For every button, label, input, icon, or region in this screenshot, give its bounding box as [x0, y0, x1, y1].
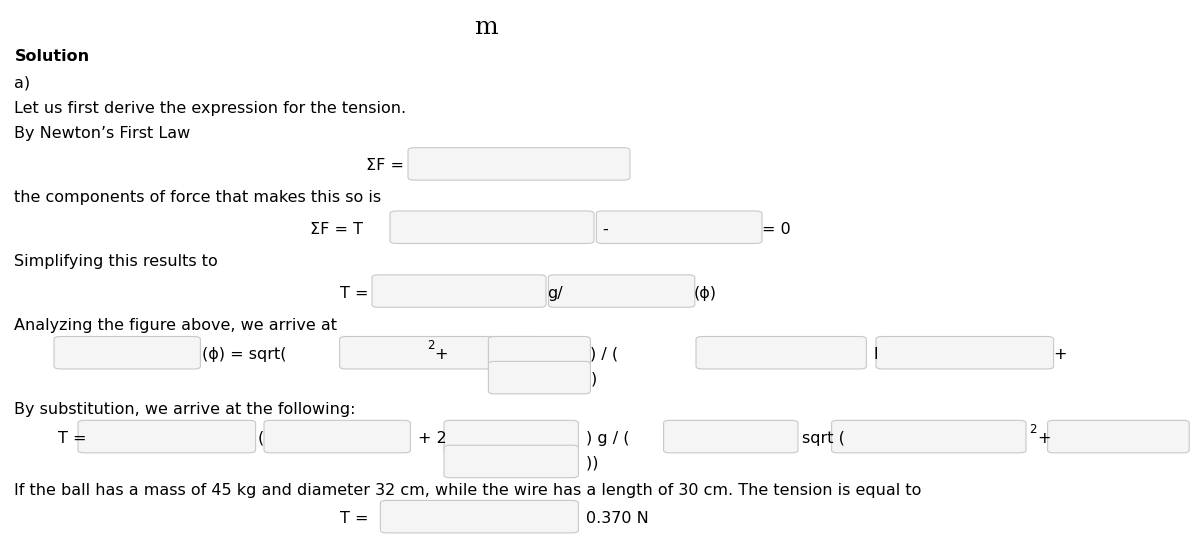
Text: Solution: Solution — [14, 49, 90, 64]
Text: ): ) — [590, 371, 596, 386]
Text: +: + — [1037, 431, 1050, 446]
FancyBboxPatch shape — [596, 211, 762, 243]
Text: 0.370 N: 0.370 N — [586, 511, 648, 526]
Text: the components of force that makes this so is: the components of force that makes this … — [14, 190, 382, 205]
Text: Analyzing the figure above, we arrive at: Analyzing the figure above, we arrive at — [14, 318, 337, 333]
FancyBboxPatch shape — [444, 420, 578, 453]
Text: If the ball has a mass of 45 kg and diameter 32 cm, while the wire has a length : If the ball has a mass of 45 kg and diam… — [14, 483, 922, 498]
Text: ) / (: ) / ( — [590, 347, 618, 362]
Text: (: ( — [258, 431, 264, 446]
FancyBboxPatch shape — [664, 420, 798, 453]
Text: By Newton’s First Law: By Newton’s First Law — [14, 126, 191, 141]
FancyBboxPatch shape — [832, 420, 1026, 453]
Text: g/: g/ — [547, 286, 563, 301]
Text: Let us first derive the expression for the tension.: Let us first derive the expression for t… — [14, 101, 407, 116]
FancyBboxPatch shape — [340, 337, 544, 369]
FancyBboxPatch shape — [264, 420, 410, 453]
Text: + 2: + 2 — [418, 431, 446, 446]
Text: +: + — [434, 347, 448, 362]
Text: = 0: = 0 — [762, 222, 791, 237]
FancyBboxPatch shape — [488, 337, 590, 369]
FancyBboxPatch shape — [54, 337, 200, 369]
Text: T =: T = — [340, 511, 368, 526]
Text: Simplifying this results to: Simplifying this results to — [14, 254, 218, 269]
Text: -: - — [602, 222, 608, 237]
FancyBboxPatch shape — [548, 275, 695, 307]
Text: By substitution, we arrive at the following:: By substitution, we arrive at the follow… — [14, 402, 356, 417]
Text: ΣF = T: ΣF = T — [310, 222, 362, 237]
FancyBboxPatch shape — [380, 500, 578, 533]
Text: ) g / (: ) g / ( — [586, 431, 629, 446]
FancyBboxPatch shape — [1048, 420, 1189, 453]
Text: T =: T = — [340, 286, 368, 301]
Text: ΣF =: ΣF = — [366, 158, 404, 173]
FancyBboxPatch shape — [696, 337, 866, 369]
FancyBboxPatch shape — [444, 445, 578, 478]
Text: (ϕ): (ϕ) — [694, 286, 716, 301]
Text: l: l — [874, 347, 878, 362]
Text: (ϕ) = sqrt(: (ϕ) = sqrt( — [202, 347, 286, 362]
Text: sqrt (: sqrt ( — [802, 431, 845, 446]
Text: a): a) — [14, 75, 30, 90]
Text: m: m — [474, 16, 498, 39]
FancyBboxPatch shape — [408, 148, 630, 180]
Text: 2: 2 — [1030, 423, 1037, 436]
Text: )): )) — [586, 455, 604, 470]
FancyBboxPatch shape — [78, 420, 256, 453]
FancyBboxPatch shape — [488, 361, 590, 394]
Text: 2: 2 — [427, 339, 434, 352]
FancyBboxPatch shape — [390, 211, 594, 243]
Text: +: + — [1054, 347, 1067, 362]
FancyBboxPatch shape — [372, 275, 546, 307]
Text: T =: T = — [58, 431, 86, 446]
FancyBboxPatch shape — [876, 337, 1054, 369]
